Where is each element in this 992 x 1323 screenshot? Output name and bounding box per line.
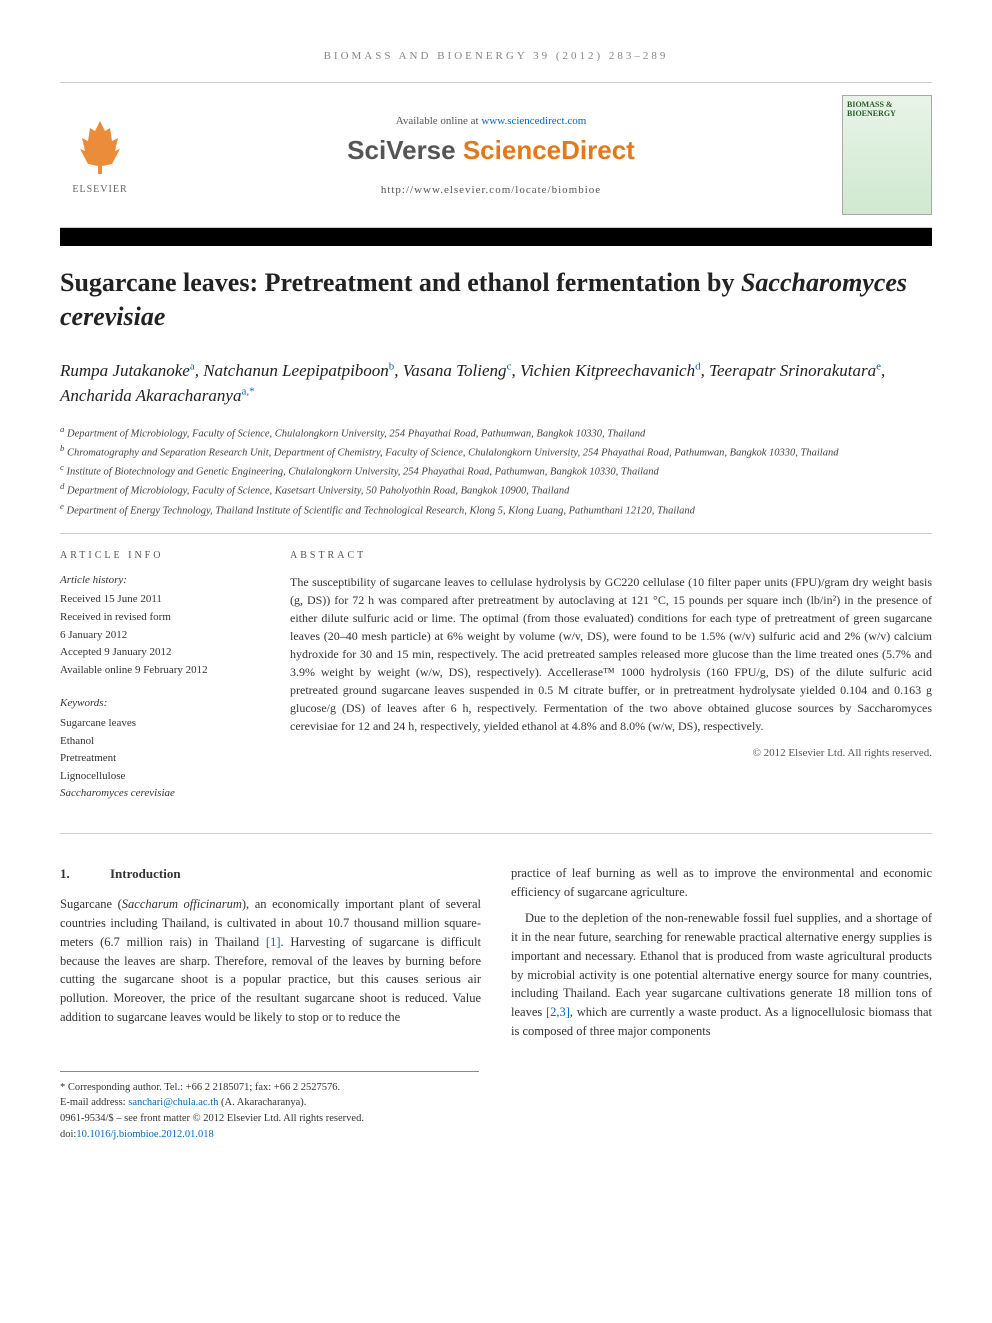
affiliations: a Department of Microbiology, Faculty of… [60, 423, 932, 534]
section-num: 1. [60, 864, 110, 884]
body-para-2a: practice of leaf burning as well as to i… [511, 864, 932, 902]
body-para-1: Sugarcane (Saccharum officinarum), an ec… [60, 895, 481, 1026]
body-para-2b: Due to the depletion of the non-renewabl… [511, 909, 932, 1040]
journal-header: BIOMASS AND BIOENERGY 39 (2012) 283–289 [60, 50, 932, 62]
doi-link[interactable]: 10.1016/j.biombioe.2012.01.018 [76, 1129, 213, 1140]
abstract-text: The susceptibility of sugarcane leaves t… [290, 573, 932, 735]
email-suffix: (A. Akaracharanya). [218, 1097, 306, 1108]
abstract-heading: ABSTRACT [290, 548, 932, 563]
black-divider [60, 228, 932, 246]
corresponding-author: * Corresponding author. Tel.: +66 2 2185… [60, 1080, 479, 1096]
keywords-list: Sugarcane leavesEthanolPretreatmentLigno… [60, 715, 260, 803]
doi-label: doi: [60, 1129, 76, 1140]
center-block: Available online at www.sciencedirect.co… [140, 115, 842, 196]
authors: Rumpa Jutakanokea, Natchanun Leepipatpib… [60, 358, 932, 409]
title-plain: Sugarcane leaves: Pretreatment and ethan… [60, 268, 741, 297]
abstract: ABSTRACT The susceptibility of sugarcane… [290, 548, 932, 819]
section-1-heading: 1.Introduction [60, 864, 481, 884]
article-info-heading: ARTICLE INFO [60, 548, 260, 564]
body-columns: 1.Introduction Sugarcane (Saccharum offi… [60, 864, 932, 1041]
history-heading: Article history: [60, 572, 260, 590]
column-right: practice of leaf burning as well as to i… [511, 864, 932, 1041]
sciverse-logo: SciVerse ScienceDirect [140, 135, 842, 166]
cover-title: BIOMASS & BIOENERGY [847, 100, 927, 118]
column-left: 1.Introduction Sugarcane (Saccharum offi… [60, 864, 481, 1041]
keywords-heading: Keywords: [60, 695, 260, 713]
article-title: Sugarcane leaves: Pretreatment and ethan… [60, 266, 932, 334]
sciverse-a: SciVerse [347, 135, 463, 165]
email-label: E-mail address: [60, 1097, 128, 1108]
available-online: Available online at www.sciencedirect.co… [140, 115, 842, 127]
email-line: E-mail address: sanchari@chula.ac.th (A.… [60, 1095, 479, 1111]
journal-url[interactable]: http://www.elsevier.com/locate/biombioe [140, 184, 842, 196]
elsevier-tree-icon [70, 116, 130, 176]
history-list: Received 15 June 2011Received in revised… [60, 591, 260, 679]
journal-cover-thumb: BIOMASS & BIOENERGY [842, 95, 932, 215]
section-title: Introduction [110, 866, 181, 881]
available-prefix: Available online at [396, 115, 482, 127]
sciencedirect-link[interactable]: www.sciencedirect.com [481, 115, 586, 127]
top-bar: ELSEVIER Available online at www.science… [60, 82, 932, 228]
doi-line: doi:10.1016/j.biombioe.2012.01.018 [60, 1127, 479, 1143]
elsevier-logo: ELSEVIER [60, 116, 140, 195]
elsevier-text: ELSEVIER [60, 184, 140, 195]
footnotes: * Corresponding author. Tel.: +66 2 2185… [60, 1071, 479, 1143]
abstract-copyright: © 2012 Elsevier Ltd. All rights reserved… [290, 745, 932, 762]
article-info: ARTICLE INFO Article history: Received 1… [60, 548, 260, 819]
email-link[interactable]: sanchari@chula.ac.th [128, 1097, 218, 1108]
sciverse-b: ScienceDirect [463, 135, 635, 165]
issn-line: 0961-9534/$ – see front matter © 2012 El… [60, 1111, 479, 1127]
